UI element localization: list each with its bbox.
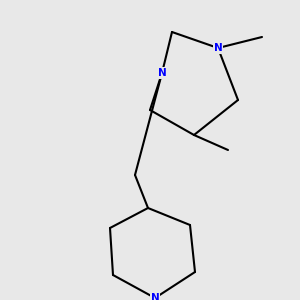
Text: N: N bbox=[214, 43, 222, 53]
Text: N: N bbox=[151, 293, 159, 300]
Text: N: N bbox=[158, 68, 166, 78]
